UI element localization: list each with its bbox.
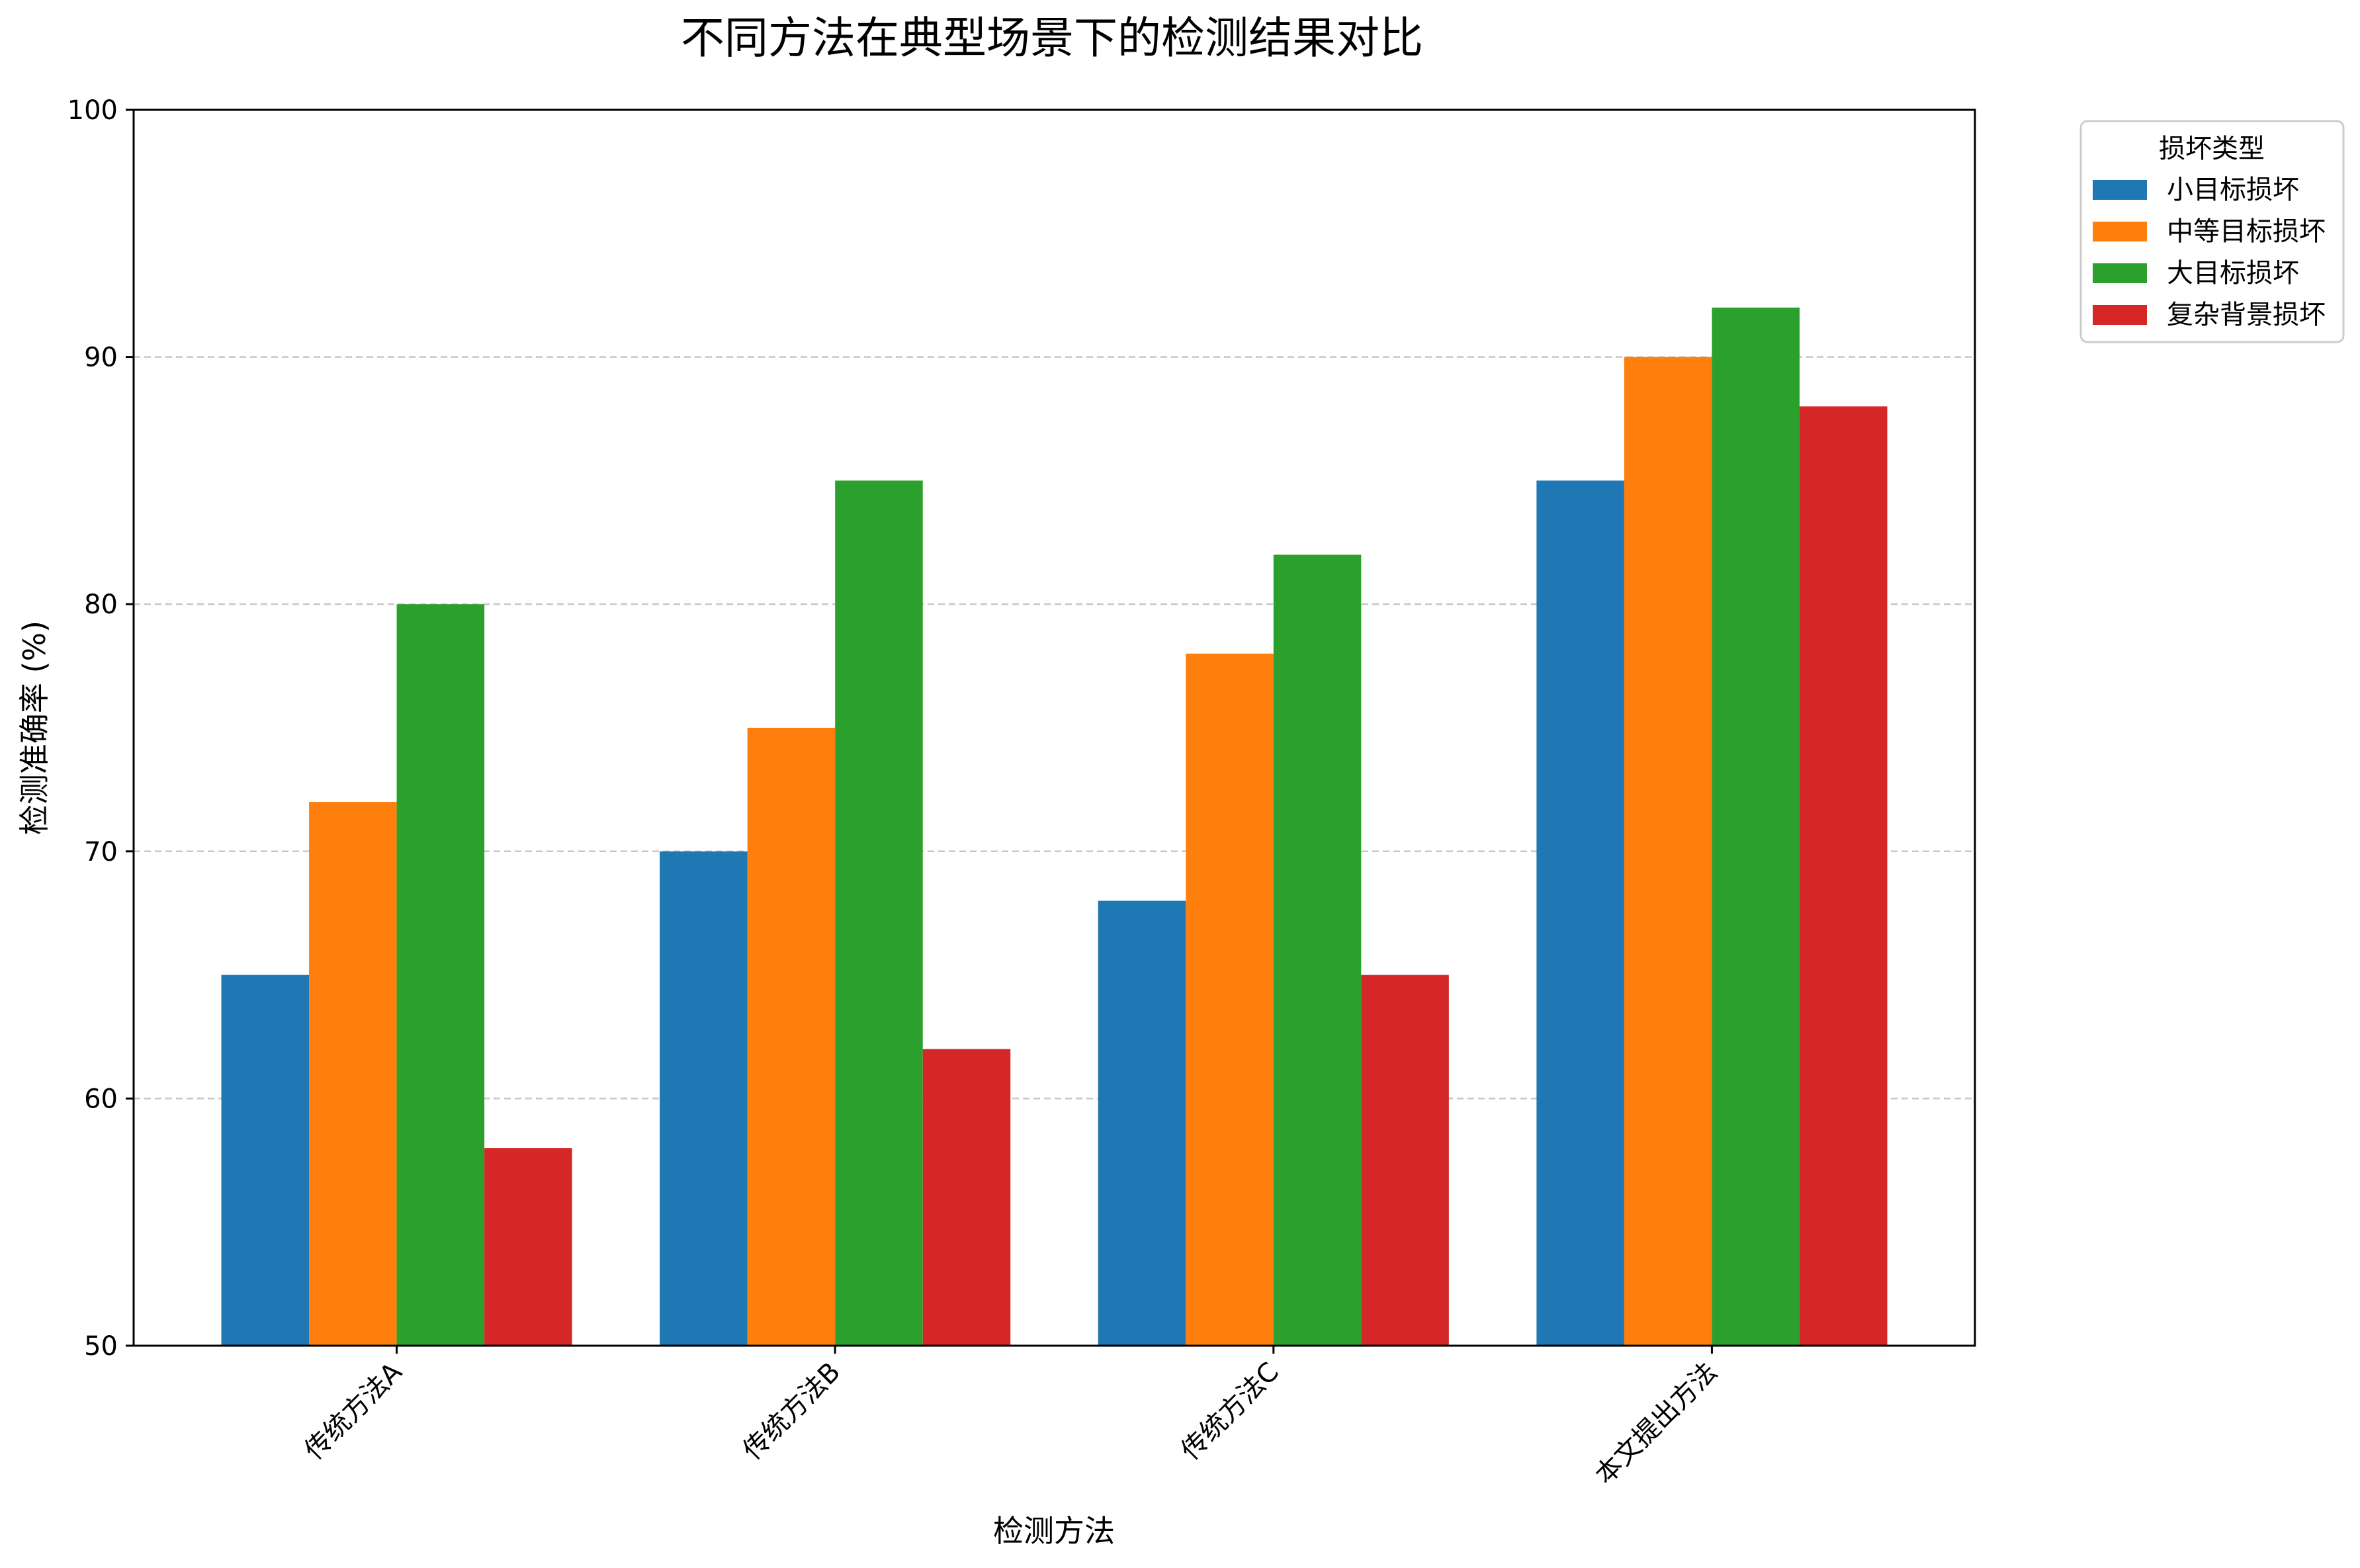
bar [1799,406,1888,1346]
chart-title: 不同方法在典型场景下的检测结果对比 [681,13,1423,64]
plot-frame [132,109,1976,1347]
bar [1624,357,1712,1346]
legend-swatch [2093,222,2147,241]
bar [835,480,923,1346]
bar [1098,900,1186,1346]
bar [1186,653,1274,1346]
bar [1361,975,1449,1346]
legend-swatch [2093,180,2147,200]
legend-label: 中等目标损坏 [2167,216,2326,247]
bar [1536,480,1624,1346]
bar [1712,307,1800,1346]
bar [221,975,310,1346]
legend-label: 复杂背景损坏 [2167,300,2326,330]
bar [922,1049,1011,1346]
y-axis-ticks: 50 60 70 80 90 100 [67,95,134,1362]
bar [747,728,836,1346]
y-tick-label: 80 [84,589,118,620]
y-tick-label: 90 [84,343,118,373]
bar [396,604,485,1346]
y-tick-label: 70 [84,837,118,867]
bar [660,851,748,1346]
x-axis-label: 检测方法 [993,1513,1115,1549]
y-axis-label: 检测准确率 (%) [17,621,52,835]
legend-label: 大目标损坏 [2167,258,2299,288]
bars [221,307,1888,1346]
bar [309,802,397,1346]
y-tick-label: 60 [84,1084,118,1114]
bar [484,1148,572,1346]
legend-label: 小目标损坏 [2167,175,2299,205]
bar [1273,554,1362,1346]
y-tick-label: 50 [84,1331,118,1362]
legend-title: 损坏类型 [2159,134,2265,164]
y-tick-label: 100 [67,95,118,126]
legend-swatch [2093,305,2147,325]
legend-swatch [2093,263,2147,283]
legend-frame [2079,120,2345,343]
